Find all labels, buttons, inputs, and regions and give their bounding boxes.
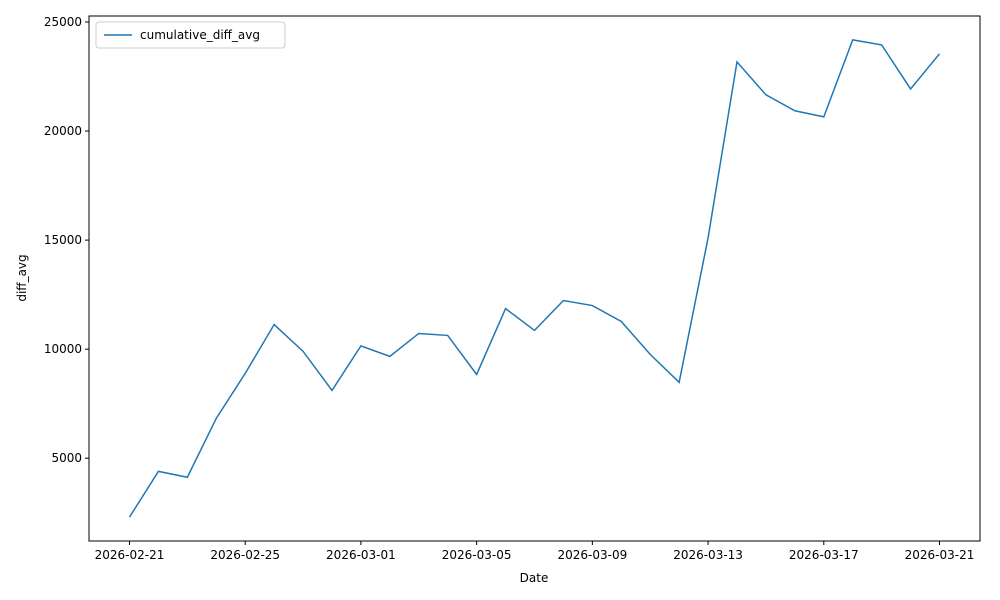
x-tick-label: 2026-03-05 — [442, 548, 512, 562]
y-tick-label: 20000 — [44, 124, 82, 138]
x-tick-label: 2026-03-17 — [789, 548, 859, 562]
y-tick-label: 25000 — [44, 15, 82, 29]
y-tick-label: 10000 — [44, 342, 82, 356]
line — [128, 39, 941, 518]
y-tick-label: 5000 — [51, 451, 82, 465]
legend-box — [95, 21, 286, 49]
x-tick-label: 2026-03-13 — [673, 548, 743, 562]
legend-label: cumulative_diff_avg — [140, 28, 260, 42]
y-axis-label: diff_avg — [15, 254, 29, 301]
x-tick-label: 2026-02-21 — [95, 548, 165, 562]
plot-frame — [88, 15, 981, 542]
x-tick-label: 2026-03-01 — [326, 548, 396, 562]
x-tick-label: 2026-02-25 — [210, 548, 280, 562]
x-tick-label: 2026-03-09 — [557, 548, 627, 562]
y-tick-label: 15000 — [44, 233, 82, 247]
x-tick-label: 2026-03-21 — [905, 548, 975, 562]
x-axis-label: Date — [520, 571, 549, 585]
